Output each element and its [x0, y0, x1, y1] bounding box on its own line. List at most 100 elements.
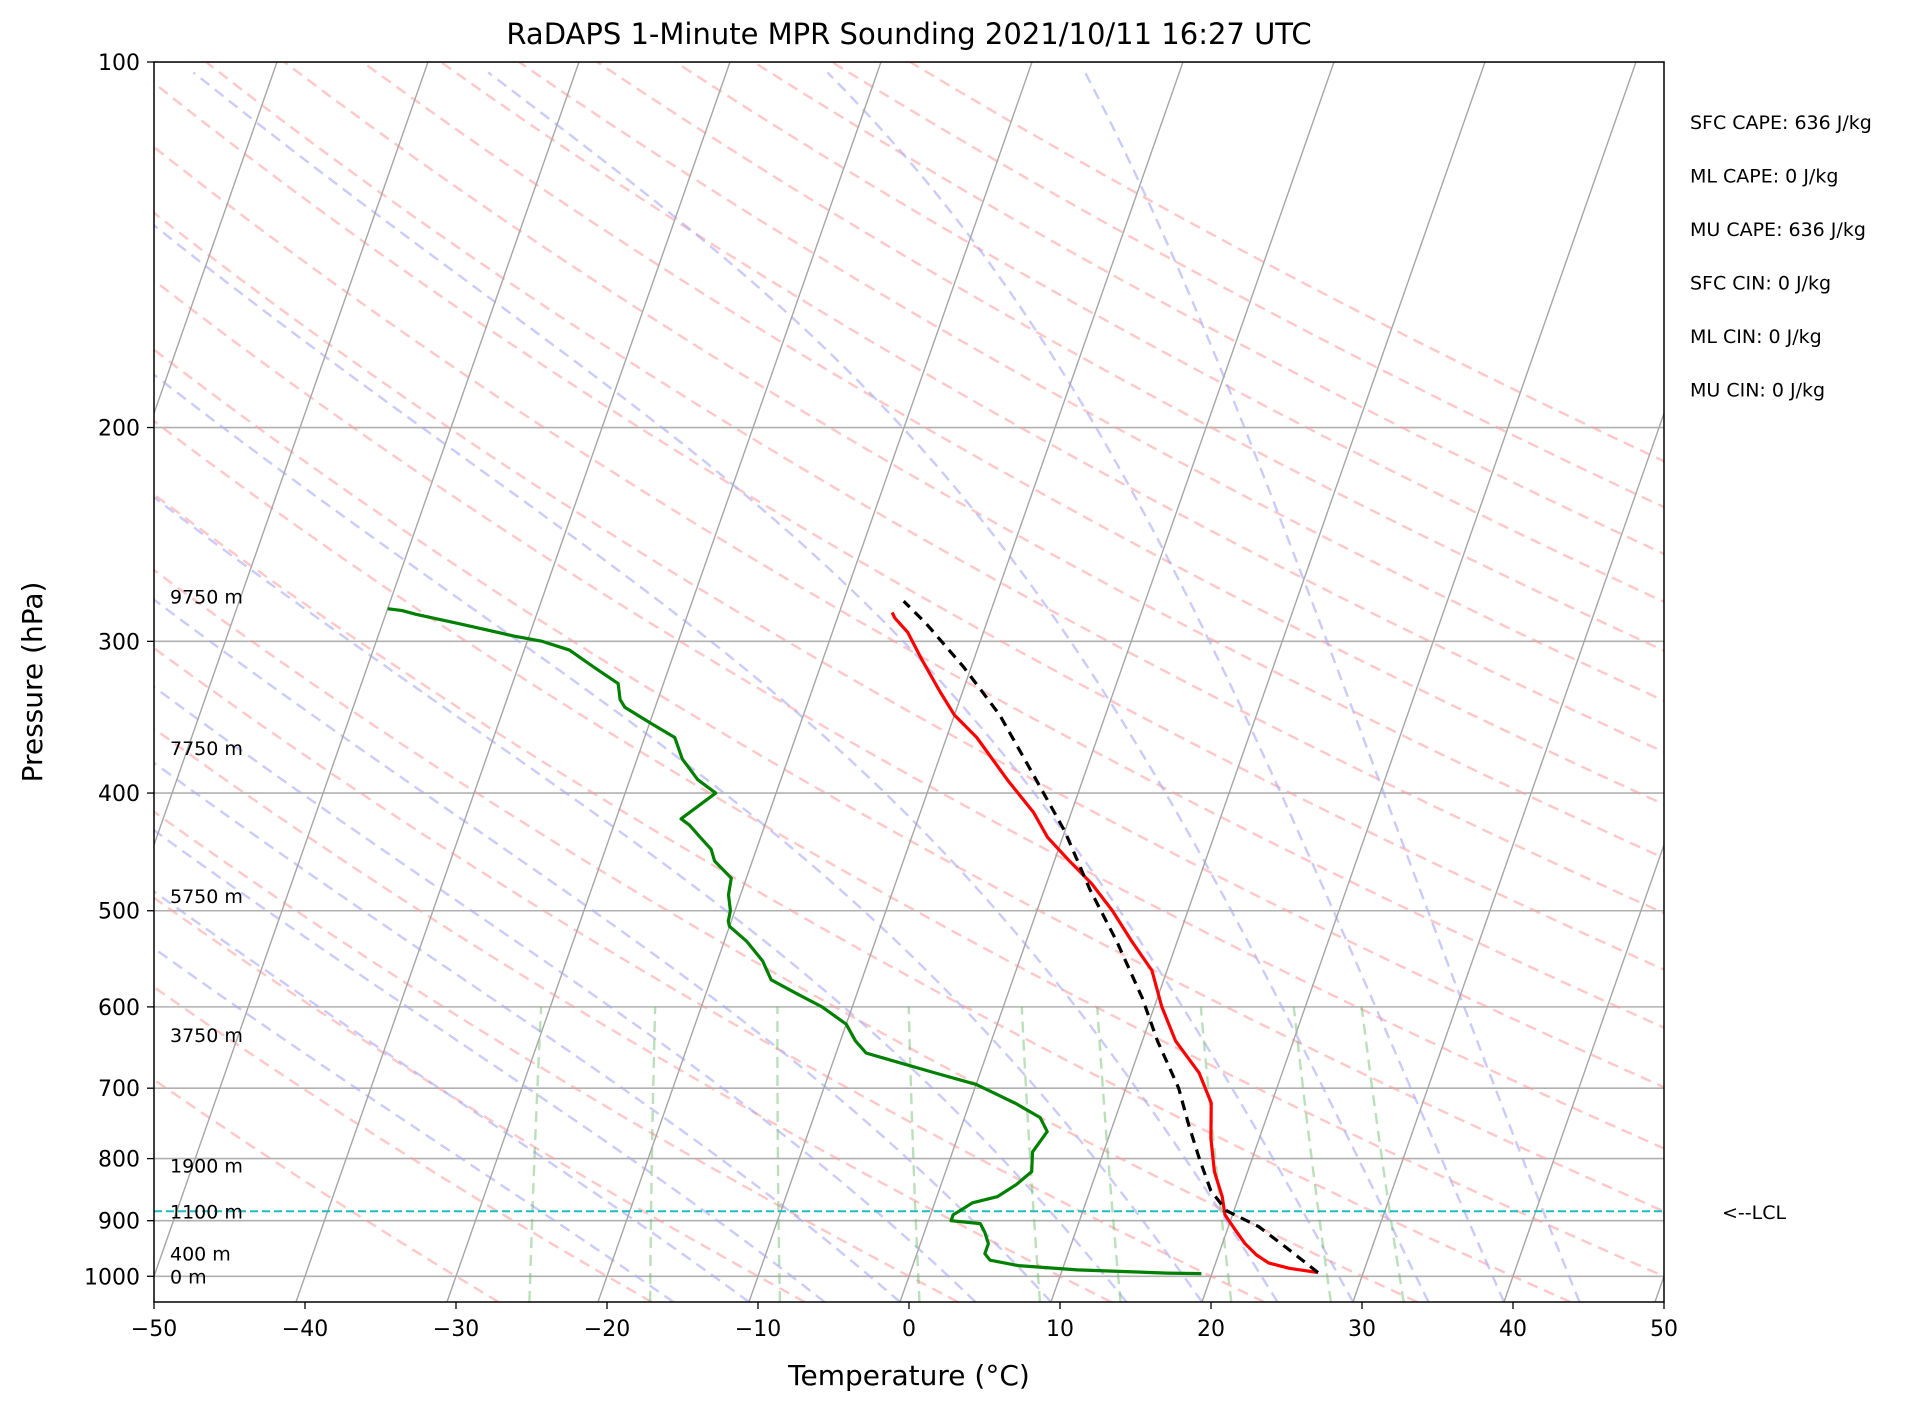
- x-tick-label: −20: [584, 1317, 630, 1342]
- isotherm-line: [295, 62, 731, 1302]
- series-line-3: [902, 600, 1319, 1274]
- height-label: 400 m: [170, 1244, 231, 1266]
- isotherm-line: [597, 62, 1033, 1302]
- moist-adiabat-line: [154, 946, 675, 1302]
- isotherm-line: [1503, 842, 1664, 1302]
- moist-adiabat-line: [154, 828, 826, 1302]
- dry-adiabat-line: [518, 62, 1664, 703]
- x-tick-label: 10: [1046, 1317, 1074, 1342]
- annotations: SFC CAPE: 636 J/kg ML CAPE: 0 J/kg MU CAPE…: [1690, 112, 1872, 402]
- x-tick-label: −50: [131, 1317, 177, 1342]
- dry-adiabat-line: [154, 568, 1418, 1302]
- x-tick-label: −10: [735, 1317, 781, 1342]
- isotherm-line: [154, 62, 580, 1279]
- annotation-text: SFC CAPE: 636 J/kg: [1690, 112, 1872, 134]
- moist-adiabat-line: [154, 685, 977, 1302]
- dry-adiabat-line: [154, 985, 653, 1302]
- isotherm-line: [748, 62, 1184, 1302]
- y-tick-label: 500: [98, 900, 140, 925]
- isobar-grid: [154, 62, 1664, 1278]
- dry-adiabat-line: [154, 348, 1664, 1213]
- x-axis: −50 −40 −30 −20 −10 0 10 20 30 40 50: [131, 1302, 1678, 1342]
- isotherm-line: [154, 62, 429, 847]
- isotherm-line: [154, 62, 278, 416]
- annotation-text: ML CIN: 0 J/kg: [1690, 326, 1822, 348]
- series-line-1: [890, 611, 1319, 1275]
- dry-adiabat-line: [154, 646, 1265, 1302]
- mixing-ratio-line: [1292, 1006, 1333, 1302]
- dry-adiabat-line: [674, 62, 1664, 604]
- y-axis-title: Pressure (hPa): [16, 582, 49, 783]
- dry-adiabat-line: [154, 1078, 500, 1302]
- y-tick-label: 1000: [84, 1265, 140, 1290]
- dry-adiabat-line: [154, 810, 959, 1302]
- dry-adiabat-line: [154, 278, 1664, 1150]
- y-axis: 100 200 300 400 500 600 700 800 900 1000: [84, 51, 154, 1290]
- x-tick-label: 50: [1650, 1317, 1678, 1342]
- mixing-ratio-line: [1020, 1006, 1042, 1302]
- annotation-text: SFC CIN: 0 J/kg: [1690, 273, 1831, 295]
- moist-adiabat-line: [154, 223, 1279, 1302]
- height-label: 1100 m: [170, 1201, 243, 1223]
- y-tick-label: 200: [98, 417, 140, 442]
- plot-area: 9750 m 7750 m 5750 m 3750 m 1900 m 1100 m 400 …: [154, 62, 1664, 1302]
- y-tick-label: 800: [98, 1148, 140, 1173]
- dry-adiabat-line: [361, 62, 1664, 806]
- mixing-ratio-line: [528, 1006, 543, 1302]
- x-axis-title: Temperature (°C): [787, 1359, 1030, 1392]
- mixing-ratio-line: [1199, 1006, 1233, 1302]
- mixing-ratio-line: [776, 1006, 782, 1302]
- x-tick-label: 20: [1197, 1317, 1225, 1342]
- isotherm-line: [446, 62, 882, 1302]
- y-tick-label: 900: [98, 1210, 140, 1235]
- height-label: 9750 m: [170, 586, 243, 608]
- isotherm-line: [1352, 411, 1664, 1302]
- height-label: 7750 m: [170, 738, 243, 760]
- dry-adiabat-line: [154, 419, 1664, 1278]
- isotherm-line: [899, 62, 1335, 1302]
- moist-adiabat-line: [487, 71, 1430, 1302]
- y-tick-label: 600: [98, 996, 140, 1021]
- annotation-text: MU CAPE: 636 J/kg: [1690, 219, 1866, 241]
- y-tick-label: 300: [98, 630, 140, 655]
- height-label: 3750 m: [170, 1025, 243, 1047]
- y-tick-label: 700: [98, 1077, 140, 1102]
- lcl-label: <--LCL: [1722, 1202, 1786, 1224]
- dry-adiabat-line: [154, 211, 1664, 1089]
- mixing-ratio-line: [648, 1006, 657, 1302]
- mixing-ratio-lines: [528, 1006, 1405, 1302]
- height-label: 0 m: [170, 1266, 207, 1288]
- moist-adiabat-line: [154, 761, 901, 1302]
- chart-title: RaDAPS 1-Minute MPR Sounding 2021/10/11 …: [506, 17, 1311, 51]
- dry-adiabat-line: [283, 62, 1664, 860]
- mixing-ratio-line: [1096, 1006, 1122, 1302]
- dry-adiabat-line: [753, 62, 1664, 556]
- y-tick-label: 400: [98, 782, 140, 807]
- dry-adiabat-line: [154, 727, 1112, 1302]
- dry-adiabat-line: [205, 62, 1664, 915]
- x-tick-label: 30: [1348, 1317, 1376, 1342]
- height-label: 5750 m: [170, 886, 243, 908]
- isotherm-line: [1050, 62, 1486, 1302]
- y-tick-label: 100: [98, 51, 140, 76]
- dry-adiabat-line: [909, 62, 1664, 463]
- height-labels: 9750 m 7750 m 5750 m 3750 m 1900 m 1100 m 400 …: [170, 586, 243, 1288]
- annotation-text: ML CAPE: 0 J/kg: [1690, 166, 1838, 188]
- series-line-2: [387, 607, 1202, 1276]
- series-group: [387, 600, 1319, 1276]
- moist-adiabat-line: [826, 71, 1506, 1302]
- dry-adiabats: [154, 62, 1664, 1302]
- x-tick-label: 0: [902, 1317, 916, 1342]
- moist-adiabat-line: [192, 71, 1355, 1302]
- isotherm-line: [1201, 62, 1637, 1302]
- mixing-ratio-line: [1360, 1006, 1405, 1302]
- moist-adiabat-line: [154, 598, 1052, 1302]
- mixing-ratio-line: [907, 1006, 921, 1302]
- height-label: 1900 m: [170, 1155, 243, 1177]
- moist-adiabat-line: [154, 373, 1203, 1302]
- moist-adiabat-line: [154, 495, 1128, 1302]
- x-tick-label: 40: [1499, 1317, 1527, 1342]
- annotation-text: MU CIN: 0 J/kg: [1690, 380, 1825, 402]
- isotherms: [154, 62, 1664, 1302]
